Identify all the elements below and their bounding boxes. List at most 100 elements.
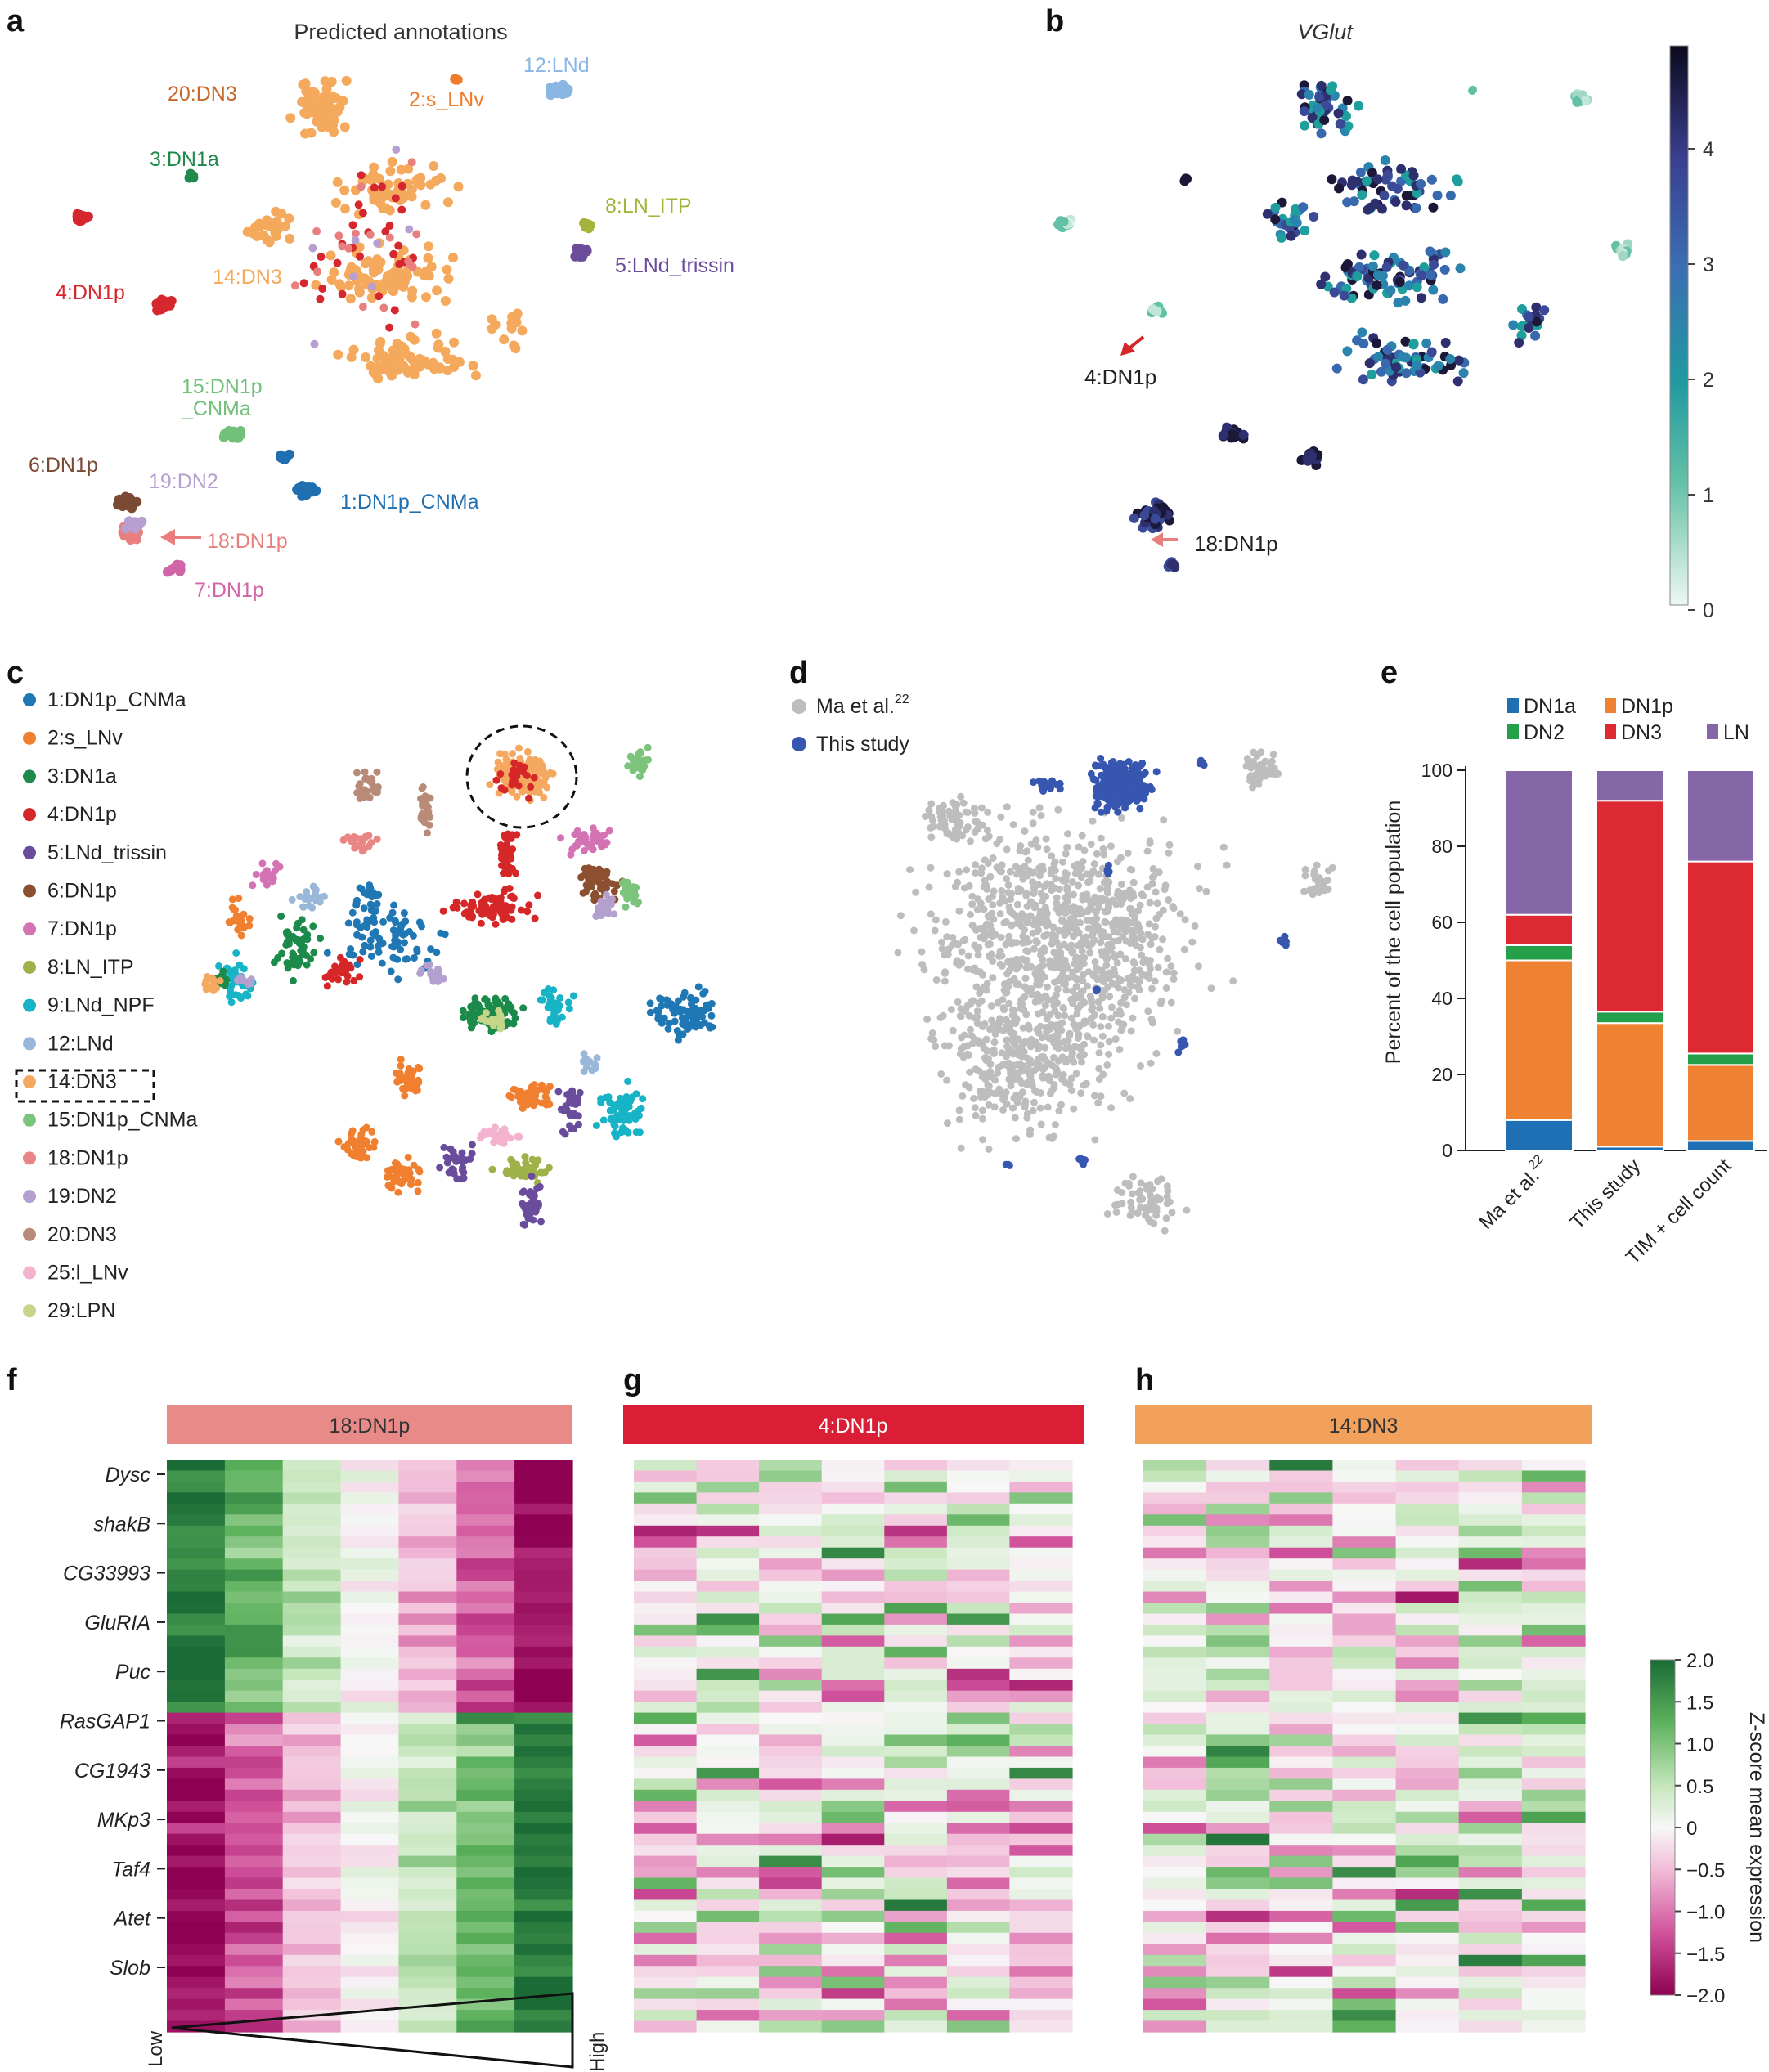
d-point xyxy=(1165,1198,1174,1206)
point-dn3 xyxy=(512,308,523,319)
d-point xyxy=(999,1061,1007,1069)
d-point xyxy=(1084,908,1092,916)
d-point xyxy=(955,1115,963,1123)
heatmap-cell xyxy=(282,1646,342,1658)
vglut-point xyxy=(1412,361,1422,371)
d-point xyxy=(964,952,972,960)
c-point xyxy=(418,784,426,792)
d-point xyxy=(944,1119,951,1128)
d-point xyxy=(1121,804,1129,812)
heatmap-cell xyxy=(759,1823,823,1835)
point-dn3 xyxy=(370,171,380,182)
d-point xyxy=(978,1114,986,1123)
d-point xyxy=(1131,966,1139,975)
heatmap-cell xyxy=(946,1746,1011,1758)
d-point xyxy=(1124,849,1132,857)
heatmap-cell xyxy=(946,1591,1011,1603)
legend-swatch xyxy=(23,808,36,822)
vglut-point xyxy=(1438,294,1448,304)
c-point xyxy=(565,1005,573,1013)
e-y-tick-label: 0 xyxy=(1442,1140,1452,1161)
heatmap-cell xyxy=(398,1536,457,1549)
heatmap-cell xyxy=(634,1657,698,1670)
e-y-tick-label: 60 xyxy=(1431,912,1452,933)
c-point xyxy=(460,1174,468,1182)
vglut-point xyxy=(1432,190,1443,200)
d-point xyxy=(956,818,964,827)
vglut-point xyxy=(1331,363,1342,374)
c-point xyxy=(237,917,245,925)
heatmap-cell xyxy=(884,1581,948,1593)
d-point xyxy=(1117,900,1125,908)
point-dn3 xyxy=(332,106,343,117)
heatmap-cell xyxy=(884,1536,948,1549)
c-point xyxy=(636,749,644,757)
c-point xyxy=(478,1015,485,1023)
heatmap-cell xyxy=(224,2020,284,2033)
vglut-point xyxy=(1343,121,1354,132)
legend-swatch xyxy=(23,1037,36,1051)
heatmap-cell xyxy=(634,1481,698,1493)
vglut-point xyxy=(1618,251,1628,262)
d-point xyxy=(987,1002,995,1010)
heatmap-cell xyxy=(167,1581,226,1593)
d-point xyxy=(1009,1104,1017,1112)
d-point xyxy=(1146,1218,1154,1226)
d-point xyxy=(968,892,977,900)
d-point xyxy=(1315,874,1323,882)
heatmap-cell xyxy=(167,1767,226,1779)
c-point xyxy=(482,1009,490,1017)
point-dn1p-red xyxy=(299,279,308,288)
vglut-point xyxy=(1379,191,1390,200)
c-point xyxy=(621,880,629,888)
c-point xyxy=(619,889,627,897)
heatmap-cell xyxy=(884,1603,948,1615)
c-point xyxy=(525,1164,533,1172)
heatmap-cell xyxy=(224,1646,284,1658)
c-point xyxy=(240,910,248,918)
point-dn3 xyxy=(366,361,376,371)
d-point xyxy=(1013,900,1021,908)
heatmap-cell xyxy=(514,2020,573,2033)
heatmap-cell xyxy=(340,1746,400,1758)
d-point xyxy=(1138,935,1147,944)
heatmap-cell xyxy=(340,1591,400,1603)
vglut-point xyxy=(1166,559,1177,570)
d-point xyxy=(1042,835,1050,843)
point-dn1p-red xyxy=(385,323,394,332)
c-point xyxy=(479,910,487,918)
point-dn3 xyxy=(499,334,510,345)
legend-swatch xyxy=(23,1113,36,1127)
c-point xyxy=(390,901,398,909)
c-point xyxy=(486,781,494,789)
d-point xyxy=(1021,926,1028,934)
heatmap-cell xyxy=(282,1889,342,1901)
d-point xyxy=(1103,1061,1111,1069)
c-point xyxy=(527,783,535,791)
f-gene-labels: DyscshakBCG33993GluRIAPucRasGAP1CG1943MK… xyxy=(60,1464,165,1980)
heatmap-cell xyxy=(282,1613,342,1626)
d-point xyxy=(1145,971,1153,980)
d-point xyxy=(1022,938,1030,946)
heatmap-cell xyxy=(340,1823,400,1835)
heatmap-cell xyxy=(696,1668,760,1680)
heatmap-cell xyxy=(398,1624,457,1636)
vglut-point xyxy=(1357,190,1367,200)
heatmap-cell xyxy=(282,1823,342,1835)
heatmap-cell xyxy=(398,1877,457,1890)
c-point xyxy=(593,1054,601,1062)
heatmap-cell xyxy=(398,1503,457,1515)
c-point xyxy=(269,874,277,882)
vglut-point xyxy=(1455,263,1466,274)
c-point xyxy=(288,895,296,904)
c-point xyxy=(566,1111,574,1119)
heatmap-cell xyxy=(398,1724,457,1736)
point-dn3 xyxy=(272,216,282,226)
d-point xyxy=(1267,764,1274,772)
vglut-point xyxy=(1335,119,1345,129)
d-point xyxy=(1098,792,1106,800)
c-point xyxy=(397,1061,405,1070)
heatmap-cell xyxy=(696,1823,760,1835)
vglut-point xyxy=(1468,86,1477,95)
d-point xyxy=(1107,842,1115,850)
